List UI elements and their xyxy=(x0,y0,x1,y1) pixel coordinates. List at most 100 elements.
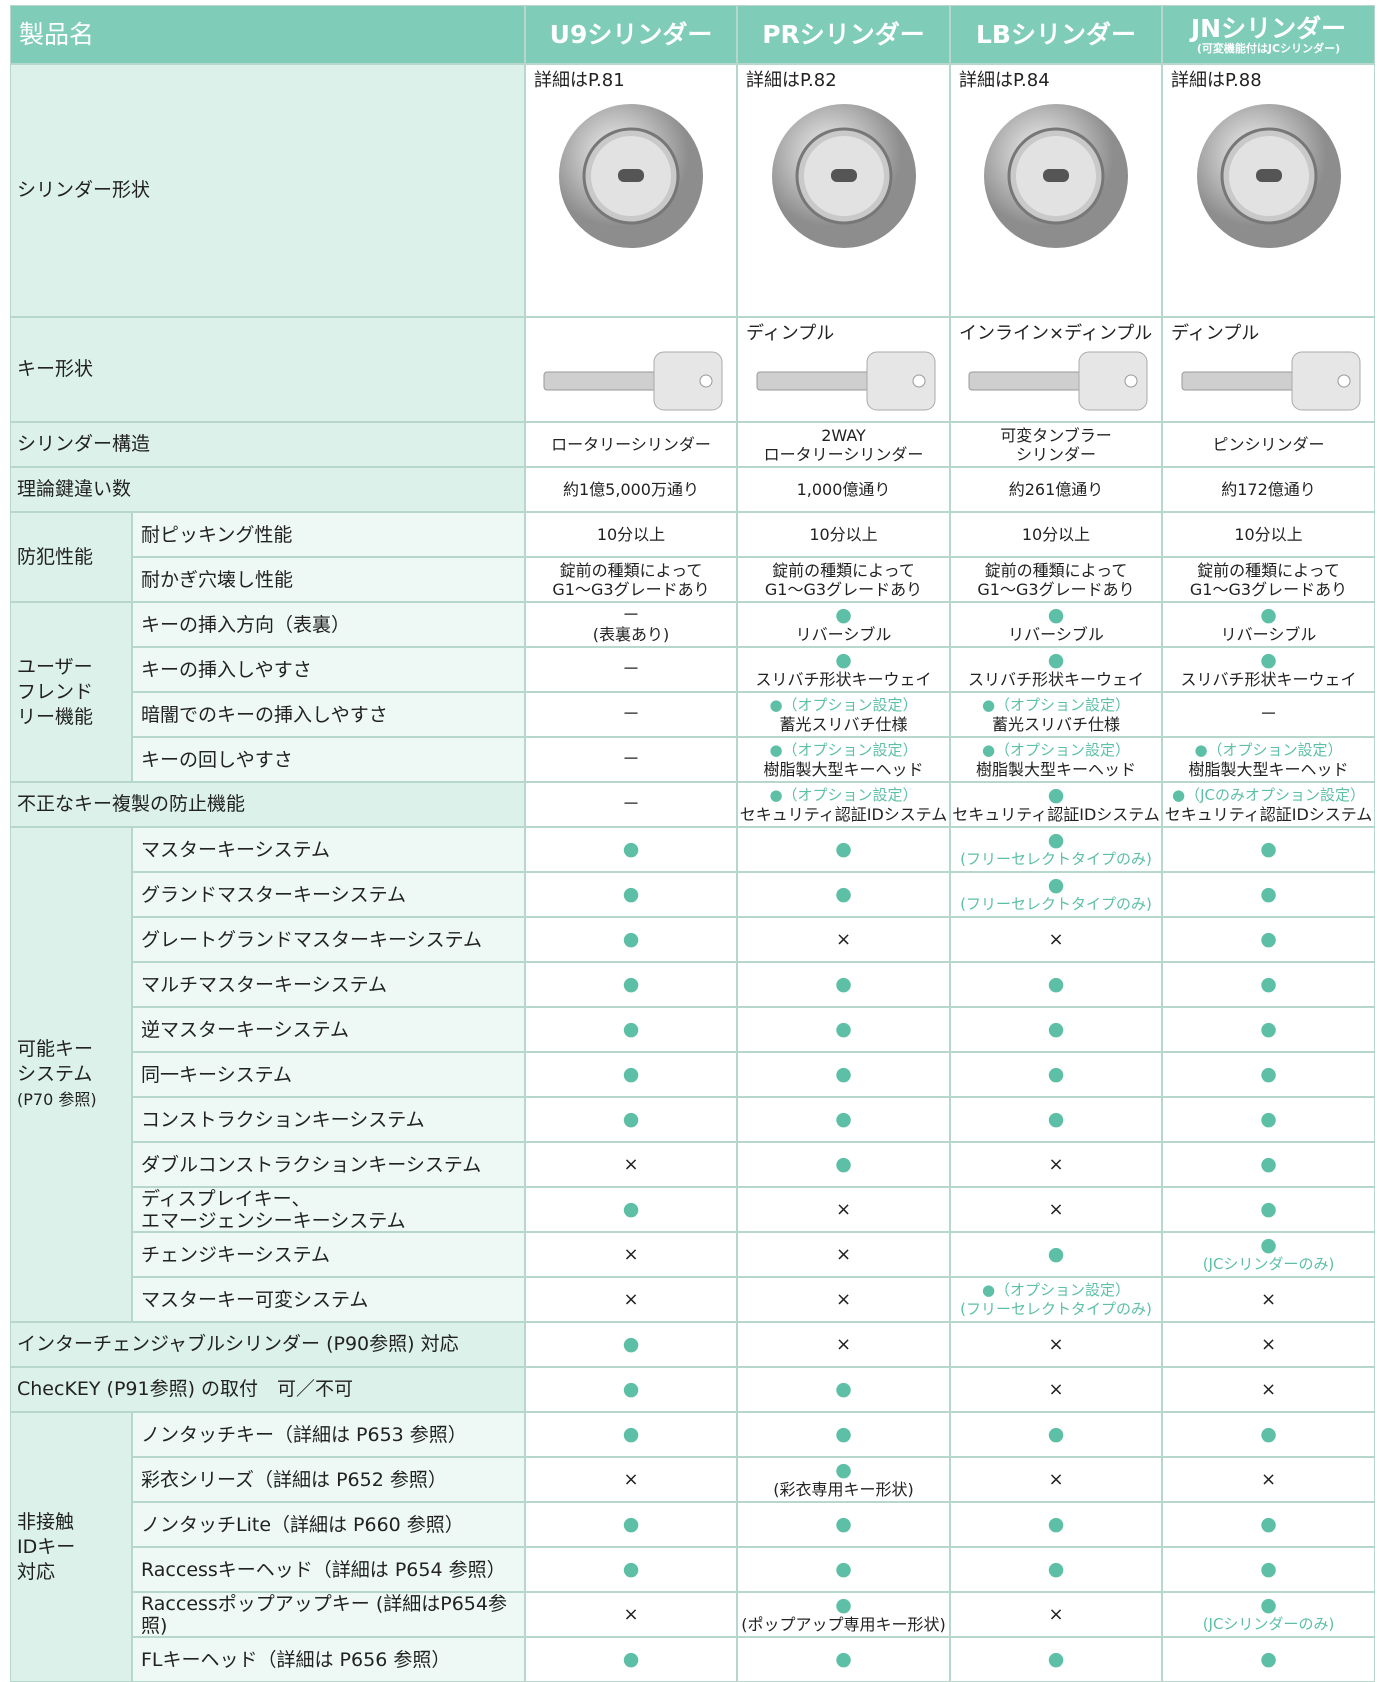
cell: ● xyxy=(950,1502,1162,1547)
cell-text: スリバチ形状キーウェイ xyxy=(755,669,932,689)
cell: × xyxy=(1162,1367,1375,1412)
row-label: コンストラクションキーシステム xyxy=(132,1097,525,1142)
dot: ● xyxy=(1047,603,1065,626)
cell-text: 錠前の種類によって xyxy=(772,560,915,580)
dot: ● xyxy=(622,838,640,860)
dot: ● xyxy=(1047,648,1065,671)
cell-text: ロータリーシリンダー xyxy=(551,435,711,454)
group-label-line: 防犯性能 xyxy=(17,545,94,568)
dot: ● xyxy=(1047,1018,1065,1040)
cell: ● xyxy=(737,1097,950,1142)
row-label: 逆マスターキーシステム xyxy=(132,1007,525,1052)
cell: ● (JCシリンダーのみ) xyxy=(1162,1592,1375,1637)
dot: ● xyxy=(622,1018,640,1040)
row-label-text: チェンジキーシステム xyxy=(141,1243,331,1266)
cell: ● xyxy=(737,962,950,1007)
cell: ● (JCシリンダーのみ) xyxy=(1162,1232,1375,1277)
dot: ● xyxy=(622,1198,640,1220)
cell-text: × xyxy=(1048,1604,1064,1625)
cell: × xyxy=(950,1592,1162,1637)
dot: ● xyxy=(1260,1063,1277,1085)
cell-note: 詳細はP.82 xyxy=(746,70,837,91)
row-label-text: 彩衣シリーズ（詳細は P652 参照） xyxy=(141,1468,447,1491)
cell: ● xyxy=(525,1412,737,1457)
cell: 10分以上 xyxy=(525,512,737,557)
cell: ● スリバチ形状キーウェイ xyxy=(737,647,950,692)
dot: ● xyxy=(1260,1153,1277,1175)
cell: × xyxy=(950,1187,1162,1232)
row-label: 暗闇でのキーの挿入しやすさ xyxy=(132,692,525,737)
dot: ● xyxy=(835,1018,852,1040)
dot: ● xyxy=(835,1513,852,1535)
cell: ● xyxy=(1162,872,1375,917)
key-image xyxy=(968,351,1148,411)
row-label: キーの挿入しやすさ xyxy=(132,647,525,692)
cell: － xyxy=(525,692,737,737)
dot: ● xyxy=(1260,1233,1277,1256)
cell-text: ピンシリンダー xyxy=(1212,435,1325,454)
cell: インライン×ディンプル xyxy=(950,317,1162,422)
dot: ● xyxy=(835,838,852,860)
cell-note: (フリーセレクトタイプのみ) xyxy=(960,1299,1152,1318)
dot: ● xyxy=(1047,1243,1065,1265)
group-label-line: 非接触 xyxy=(17,1510,75,1533)
dot: ● xyxy=(622,1423,640,1445)
cell-note: ●（オプション設定） xyxy=(769,740,918,759)
cell xyxy=(525,317,737,422)
header-label: 製品名 xyxy=(10,5,525,64)
cell: ● xyxy=(525,1187,737,1232)
cylinder-image xyxy=(559,104,703,248)
cell-text: × xyxy=(1048,1199,1064,1220)
cell: × xyxy=(525,1592,737,1637)
cell-text: 蓄光スリバチ仕様 xyxy=(779,714,908,734)
cell-text: × xyxy=(1260,1469,1277,1490)
cell-text: G1～G3グレードあり xyxy=(977,579,1135,599)
cell: ● (ポップアップ専用キー形状) xyxy=(737,1592,950,1637)
cell: ● xyxy=(950,1097,1162,1142)
row-label: Raccessキーヘッド（詳細は P654 参照） xyxy=(132,1547,525,1592)
row-label: マスターキー可変システム xyxy=(132,1277,525,1322)
product-name: PRシリンダー xyxy=(762,19,925,49)
cell: ● xyxy=(525,917,737,962)
row-label-text: 暗闇でのキーの挿入しやすさ xyxy=(141,703,388,726)
cell-text: × xyxy=(835,1199,852,1220)
dot: ● xyxy=(1047,1063,1065,1085)
dot: ● xyxy=(835,1648,852,1670)
cell: ● xyxy=(525,872,737,917)
cell: 10分以上 xyxy=(737,512,950,557)
cell-text: リバーシブル xyxy=(1008,624,1104,644)
row-label: マスターキーシステム xyxy=(132,827,525,872)
dot: ● xyxy=(622,883,640,905)
dot: ● xyxy=(1047,873,1065,896)
row-label-text: グレートグランドマスターキーシステム xyxy=(141,928,483,951)
cell: 詳細はP.88 xyxy=(1162,64,1375,317)
dot: ● xyxy=(835,1458,852,1481)
cell: ● スリバチ形状キーウェイ xyxy=(1162,647,1375,692)
cell: 錠前の種類によって G1～G3グレードあり xyxy=(1162,557,1375,602)
cell: ● xyxy=(525,1097,737,1142)
cell: ● xyxy=(950,962,1162,1007)
dot: ● xyxy=(1047,783,1065,806)
cell: ● xyxy=(525,1547,737,1592)
cell-text: × xyxy=(835,1334,852,1355)
row-label: 同一キーシステム xyxy=(132,1052,525,1097)
cell: ● xyxy=(525,1637,737,1682)
cylinder-image xyxy=(771,104,916,248)
cell-text: リバーシブル xyxy=(1220,624,1317,644)
cell-text: － xyxy=(622,704,640,725)
dot: ● xyxy=(1047,1513,1065,1535)
cell: ●（オプション設定） 蓄光スリバチ仕様 xyxy=(950,692,1162,737)
cell-text: － xyxy=(622,604,640,626)
cell-text: セキュリティ認証IDシステム xyxy=(1164,804,1373,824)
cell: 詳細はP.81 xyxy=(525,64,737,317)
dot: ● xyxy=(835,1108,852,1130)
row-label-text: Raccessポップアップキー (詳細はP654参照) xyxy=(141,1592,507,1637)
key-image xyxy=(756,351,935,411)
group-label: ユーザー フレンド リー機能 xyxy=(10,602,132,782)
dot: ● xyxy=(1260,883,1277,905)
dot: ● xyxy=(622,973,640,995)
row-label: グランドマスターキーシステム xyxy=(132,872,525,917)
cell: ● (フリーセレクトタイプのみ) xyxy=(950,872,1162,917)
cell: ● xyxy=(1162,962,1375,1007)
cylinder-image xyxy=(984,104,1128,248)
